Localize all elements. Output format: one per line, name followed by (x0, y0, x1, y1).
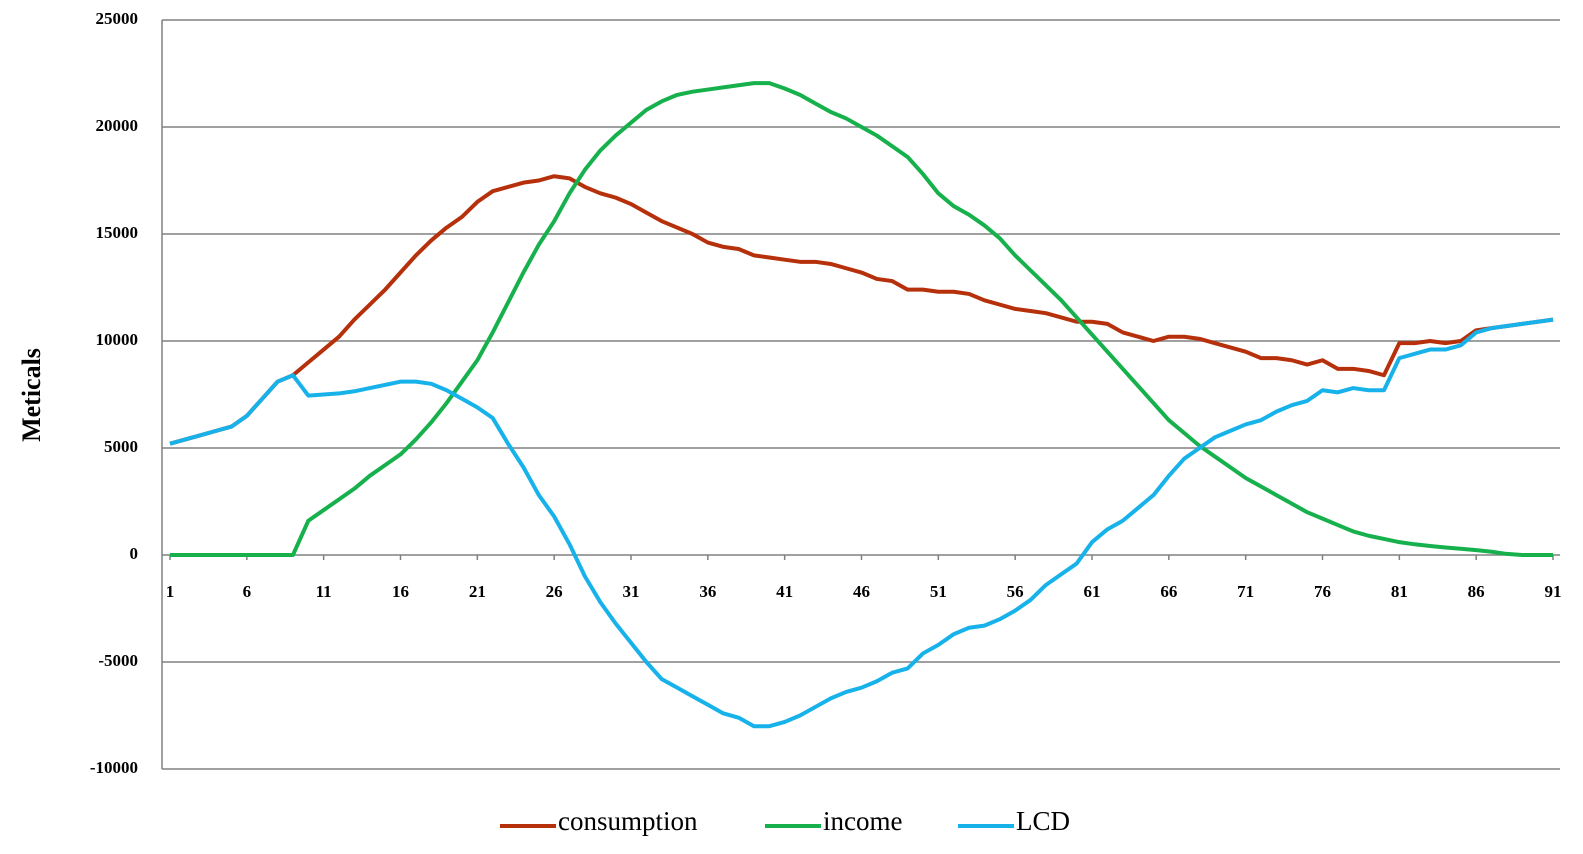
series-line (169, 317, 1554, 729)
x-tick-label: 16 (392, 582, 409, 601)
x-tick-label: 86 (1468, 582, 1485, 601)
legend-label: consumption (558, 806, 698, 836)
x-tick-label: 26 (546, 582, 563, 601)
x-tick-label: 91 (1545, 582, 1562, 601)
x-tick-label: 41 (776, 582, 793, 601)
x-tick-label: 6 (243, 582, 252, 601)
y-tick-label: 25000 (96, 9, 139, 28)
y-tick-label: 5000 (104, 437, 138, 456)
x-tick-label: 31 (623, 582, 640, 601)
x-tick-label: 81 (1391, 582, 1408, 601)
x-tick-label: 11 (316, 582, 332, 601)
x-tick-label: 36 (699, 582, 716, 601)
y-tick-label: 20000 (96, 116, 139, 135)
y-tick-label: 15000 (96, 223, 139, 242)
x-tick-label: 66 (1160, 582, 1177, 601)
series-line (169, 174, 1554, 446)
y-tick-label: 10000 (96, 330, 139, 349)
x-tick-label: 71 (1237, 582, 1254, 601)
y-tick-label: 0 (130, 544, 139, 563)
y-tick-label: -10000 (90, 758, 138, 777)
y-tick-label: -5000 (98, 651, 138, 670)
x-tick-label: 61 (1084, 582, 1101, 601)
series-line (170, 81, 1553, 557)
x-tick-label: 21 (469, 582, 486, 601)
legend-label: income (823, 806, 902, 836)
x-tick-label: 46 (853, 582, 870, 601)
x-tick-label: 51 (930, 582, 947, 601)
legend-label: LCD (1016, 806, 1070, 836)
x-tick-label: 1 (166, 582, 175, 601)
x-tick-label: 56 (1007, 582, 1024, 601)
x-tick-label: 76 (1314, 582, 1331, 601)
y-axis-label: Meticals (17, 348, 46, 442)
